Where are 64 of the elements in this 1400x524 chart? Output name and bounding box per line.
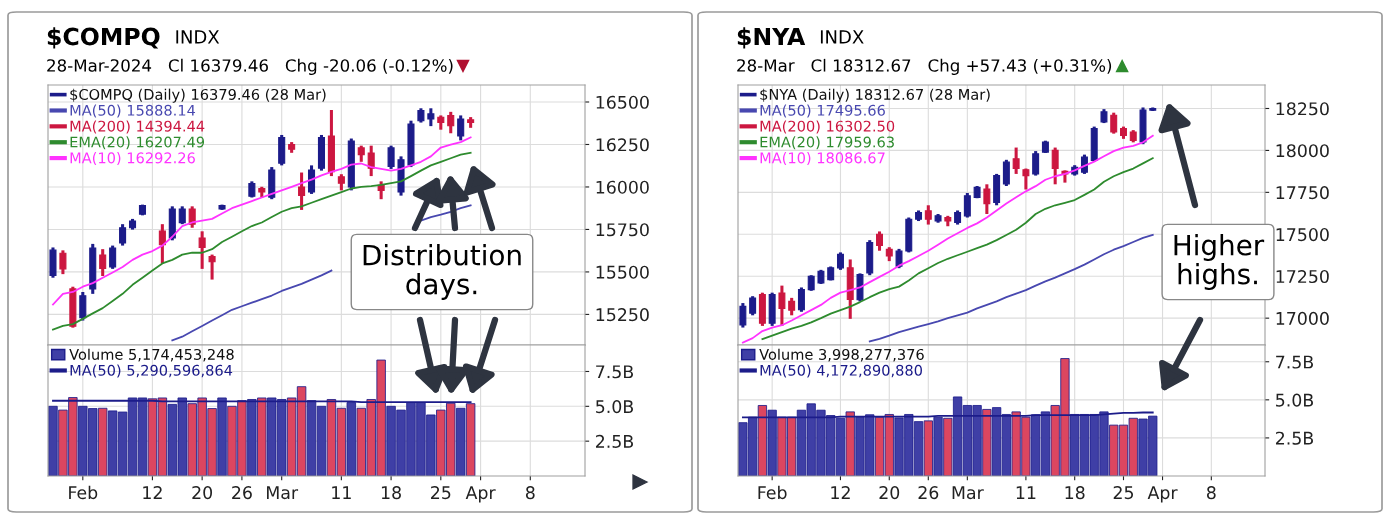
x-tick-label: 8	[1206, 486, 1216, 500]
x-tick-label: 18	[381, 486, 401, 500]
legend-label: MA(50) 5,290,596,864	[70, 364, 233, 378]
text: INDX	[820, 30, 864, 44]
annotation: Distribution days.	[363, 244, 521, 300]
x-tick-label: 11	[1016, 486, 1036, 499]
line-series	[741, 134, 1154, 344]
legend-label: MA(10) 18086.67	[760, 152, 885, 166]
legend-label: MA(200) 14394.44	[70, 120, 205, 134]
legend-label: MA(50) 4,172,890,880	[760, 364, 922, 378]
x-tick-label: 20	[879, 486, 900, 500]
chart-title: $NYA	[737, 27, 806, 49]
y-tick-label: 5.0B	[596, 400, 634, 414]
y-tick-label: 7.5B	[1276, 355, 1314, 369]
text: INDX	[176, 30, 220, 44]
y-tick-label: 16500	[596, 95, 649, 109]
legend-label: MA(50) 17495.66	[760, 104, 885, 118]
x-tick-label: Apr	[465, 486, 496, 503]
y-tick-label: 18000	[1276, 144, 1329, 158]
chart-title: $COMPQ	[47, 27, 160, 49]
y-tick-label: 17750	[1276, 186, 1329, 200]
y-tick-label: 15500	[596, 265, 649, 279]
line-series	[868, 234, 1154, 343]
x-tick-label: 11	[332, 486, 351, 499]
x-tick-label: 8	[525, 486, 535, 500]
legend-label: Volume 5,174,453,248	[69, 348, 234, 362]
legend-label: EMA(20) 17959.63	[760, 136, 894, 150]
x-tick-label: 26	[232, 486, 252, 500]
x-tick-label: 26	[918, 486, 939, 500]
x-tick-label: Mar	[267, 486, 299, 500]
y-tick-label: 17500	[1276, 228, 1329, 242]
chart-subtitle: 28-Mar Cl 18312.67 Chg +57.43 (+0.31%)	[737, 58, 1112, 75]
legend-label: $NYA (Daily) 18312.67 (28 Mar)	[760, 88, 990, 103]
chart-subtitle: 28-Mar-2024 Cl 16379.46 Chg -20.06 (-0.12%)	[47, 58, 453, 75]
candlestick	[1149, 107, 1157, 111]
y-tick-label: 7.5B	[596, 365, 634, 379]
legend-label: $COMPQ (Daily) 16379.46 (28 Mar)	[70, 88, 326, 103]
x-tick-label: Feb	[758, 485, 787, 500]
y-tick-label: 16000	[596, 180, 649, 194]
y-tick-label: 18250	[1276, 102, 1329, 116]
legend-label: EMA(20) 16207.49	[70, 136, 205, 150]
y-tick-label: 15250	[596, 308, 649, 322]
annotation: Higher highs.	[1174, 234, 1265, 290]
legend-label: MA(50) 15888.14	[70, 104, 196, 118]
candlestick	[807, 275, 815, 291]
legend-label: Volume 3,998,277,376	[759, 348, 924, 362]
x-tick-label: Apr	[1147, 486, 1178, 503]
y-tick-label: 2.5B	[1275, 431, 1314, 445]
x-tick-label: 12	[831, 486, 850, 499]
legend-label: MA(10) 16292.26	[70, 152, 195, 166]
y-tick-label: 2.5B	[595, 434, 634, 448]
x-tick-label: Feb	[69, 485, 98, 500]
y-tick-label: 17000	[1276, 311, 1329, 325]
y-tick-label: 5.0B	[1276, 393, 1314, 407]
y-tick-label: 17250	[1276, 269, 1329, 284]
x-tick-label: 20	[192, 486, 213, 500]
x-tick-label: Mar	[952, 486, 984, 500]
y-tick-label: 15750	[596, 223, 649, 237]
x-tick-label: 25	[1113, 486, 1134, 500]
legend-label: MA(200) 16302.50	[760, 120, 895, 134]
x-tick-label: 25	[431, 486, 451, 500]
x-tick-label: 12	[143, 486, 162, 499]
y-tick-label: 16250	[596, 138, 649, 152]
x-tick-label: 18	[1065, 486, 1085, 500]
